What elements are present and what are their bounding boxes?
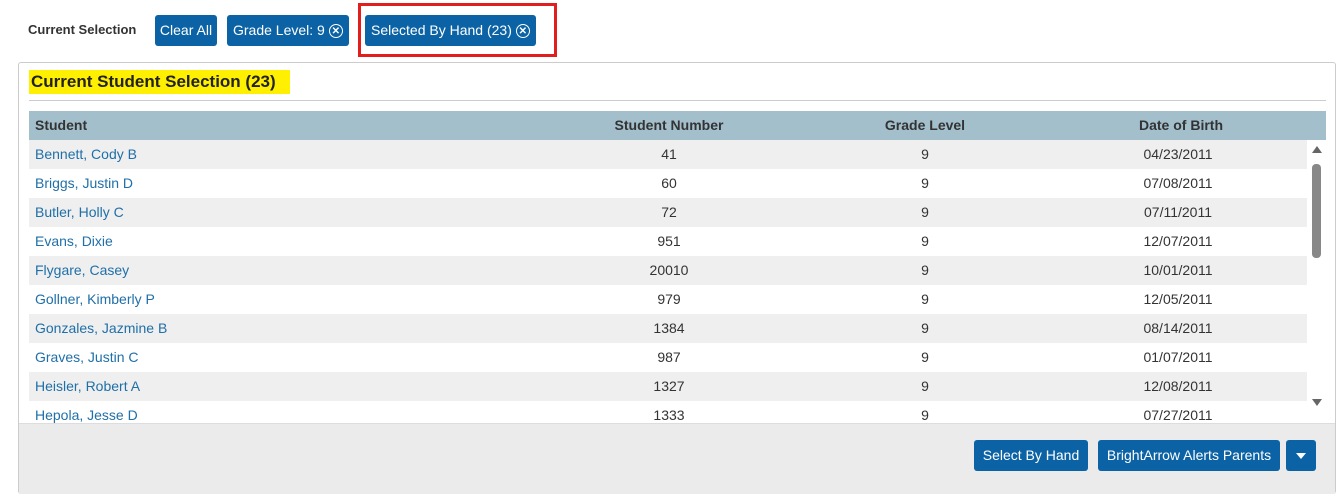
selection-label: Current Selection: [28, 22, 137, 37]
table-cell: 1333: [653, 407, 685, 423]
table-cell: 9: [921, 262, 929, 278]
table-cell: 9: [921, 320, 929, 336]
table-cell: 951: [657, 233, 681, 249]
student-link[interactable]: Bennett, Cody B: [35, 146, 137, 162]
student-link[interactable]: Hepola, Jesse D: [35, 407, 138, 423]
table-row: Heisler, Robert A 1327 9 12/08/2011: [29, 372, 1307, 401]
scroll-down[interactable]: [1312, 399, 1322, 406]
table-cell: 20010: [649, 262, 689, 278]
table-cell: 72: [661, 204, 677, 220]
scroll-thumb[interactable]: [1312, 164, 1321, 258]
table-cell: 41: [661, 146, 677, 162]
panel: Current Student Selection (23) Student St…: [18, 62, 1336, 494]
footer: Select By Hand BrightArrow Alerts Parent…: [19, 423, 1335, 494]
column-header: Student Number: [614, 117, 724, 133]
student-link[interactable]: Gollner, Kimberly P: [35, 291, 155, 307]
table-row: Butler, Holly C 72 9 07/11/2011: [29, 198, 1307, 227]
table-row: Graves, Justin C 987 9 01/07/2011: [29, 343, 1307, 372]
dropdown-arrow: [1296, 453, 1306, 459]
filter-chip[interactable]: Selected By Hand (23) ✕: [365, 15, 536, 46]
table-cell: 12/07/2011: [1143, 233, 1213, 249]
table-row: Gonzales, Jazmine B 1384 9 08/14/2011: [29, 314, 1307, 343]
table-cell: 9: [921, 349, 929, 365]
table-cell: 1327: [653, 378, 685, 394]
select-by-hand-button[interactable]: Select By Hand: [974, 440, 1088, 471]
table-body: Bennett, Cody B 41 9 04/23/2011 Briggs, Just…: [29, 140, 1307, 423]
table-cell: 10/01/2011: [1143, 262, 1213, 278]
remove-icon[interactable]: ✕: [328, 24, 343, 39]
table-cell: 60: [661, 175, 677, 191]
table-cell: 07/27/2011: [1143, 407, 1213, 423]
table-cell: 07/11/2011: [1144, 204, 1212, 220]
table-row: Flygare, Casey 20010 9 10/01/2011: [29, 256, 1307, 285]
table-cell: 979: [657, 291, 681, 307]
table-cell: 12/08/2011: [1143, 378, 1213, 394]
table-cell: 9: [921, 146, 929, 162]
filter-chip[interactable]: Grade Level: 9 ✕: [227, 15, 349, 46]
column-header: Date of Birth: [1139, 117, 1223, 133]
table-cell: 1384: [653, 320, 685, 336]
table-cell: 01/07/2011: [1143, 349, 1213, 365]
column-header: Grade Level: [884, 117, 966, 133]
clear-all-button[interactable]: Clear All: [155, 15, 217, 46]
table-row: Briggs, Justin D 60 9 07/08/2011: [29, 169, 1307, 198]
student-link[interactable]: Butler, Holly C: [35, 204, 124, 220]
filter-text: Grade Level: 9: [233, 22, 325, 38]
table-cell: 9: [921, 204, 929, 220]
table-cell: 04/23/2011: [1143, 146, 1213, 162]
column-header: Student: [35, 117, 88, 133]
table-cell: 12/05/2011: [1143, 291, 1213, 307]
filter-text: Selected By Hand (23): [371, 22, 512, 38]
table-cell: 9: [921, 233, 929, 249]
divider: [29, 100, 1326, 101]
student-link[interactable]: Flygare, Casey: [35, 262, 130, 278]
student-link[interactable]: Heisler, Robert A: [35, 378, 141, 394]
table-cell: 9: [921, 291, 929, 307]
table-cell: 07/08/2011: [1143, 175, 1213, 191]
table-row: Bennett, Cody B 41 9 04/23/2011: [29, 140, 1307, 169]
table-header: Student Student Number Grade Level Date of …: [29, 111, 1326, 140]
student-link[interactable]: Briggs, Justin D: [35, 175, 134, 191]
scroll-up[interactable]: [1312, 146, 1322, 153]
dropdown-button[interactable]: [1286, 440, 1316, 471]
table-cell: 987: [657, 349, 681, 365]
table-cell: 9: [921, 175, 929, 191]
table-row: Gollner, Kimberly P 979 9 12/05/2011: [29, 285, 1307, 314]
scrollbar[interactable]: [1308, 140, 1326, 423]
table-cell: 9: [921, 407, 929, 423]
highlight-box: [358, 3, 557, 57]
table-row: Hepola, Jesse D 1333 9 07/27/2011: [29, 401, 1307, 423]
table-cell: 08/14/2011: [1143, 320, 1213, 336]
panel-title: Current Student Selection (23): [29, 70, 290, 94]
table-cell: 9: [921, 378, 929, 394]
table-row: Evans, Dixie 951 9 12/07/2011: [29, 227, 1307, 256]
student-link[interactable]: Gonzales, Jazmine B: [35, 320, 168, 336]
student-link[interactable]: Graves, Justin C: [35, 349, 139, 365]
brightarrow-button[interactable]: BrightArrow Alerts Parents: [1098, 440, 1280, 471]
remove-icon[interactable]: ✕: [515, 24, 530, 39]
student-link[interactable]: Evans, Dixie: [35, 233, 113, 249]
